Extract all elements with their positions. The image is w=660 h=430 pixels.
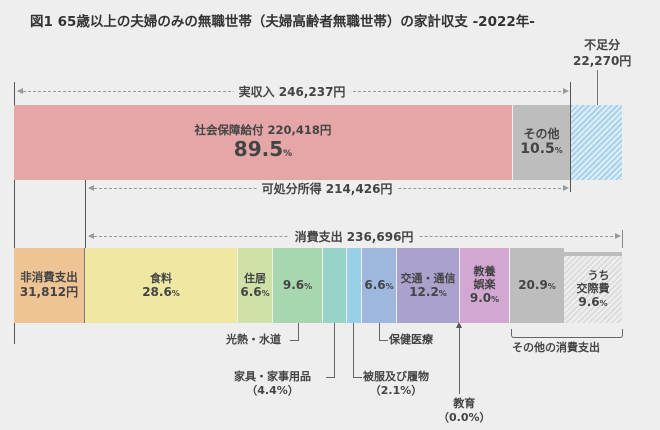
other-consumption-pct: 20.9 [518,278,548,293]
consumption-end-guide-line [622,230,623,248]
pct-unit: % [554,146,563,156]
transport-pct: 12.2 [409,284,439,299]
pct-unit: % [491,295,500,305]
deficit-amount: 22,270円 [573,53,632,68]
food-label: 食料 [150,271,172,285]
pct-unit: % [304,282,313,292]
clothing-pct: （2.1%） [369,384,423,398]
arrow-head-left [88,233,94,239]
education-label: 教育 [453,397,476,410]
utilities-annotation: 光熱・水道 [226,333,281,346]
segment-clothing [346,248,361,323]
segment-other-income: その他 10.5% [512,105,570,180]
food-pct: 28.6 [142,284,172,299]
arrow-head-left [88,185,94,191]
segment-non-consumption: 非消費支出 31,812円 [14,248,85,323]
other-income-label: その他 [523,126,560,141]
recreation-pct: 9.0 [469,291,492,306]
social-security-pct: 89.5 [233,137,284,162]
segment-housing: 住居 6.6% [237,248,272,323]
segment-social-security: 社会保障給付 220,418円 89.5% [14,105,512,180]
deficit-label: 不足分 22,270円 [573,38,631,69]
education-annotation: 教育 （0.0%） [438,397,491,426]
health-pct: 6.6 [364,278,386,293]
health-connector [379,323,388,341]
other-consumption-bracket [511,329,623,338]
housing-label: 住居 [244,271,266,285]
disposable-guide-line [85,180,86,248]
furniture-annotation: 家具・家事用品 （4.4%） [234,370,311,399]
clothing-annotation: 被服及び履物 （2.1%） [363,370,429,399]
left-guide-line [14,82,15,344]
education-arrow-head [456,322,462,328]
furniture-connector [326,323,335,378]
arrow-head-left [17,88,23,94]
social-security-label: 社会保障給付 220,418円 [194,122,332,137]
clothing-label: 被服及び履物 [363,370,429,383]
segment-utilities: 9.6% [272,248,322,323]
segment-transport: 交通・通信 12.2% [396,248,459,323]
furniture-label: 家具・家事用品 [234,370,311,383]
other-consumption-annotation: その他の消費支出 [512,341,600,354]
arrow-head-right [563,88,569,94]
segment-social-expenses: うち交際費 9.6% [564,252,622,323]
health-annotation: 保健医療 [389,333,433,346]
income-total-label: 実収入 246,237円 [233,83,351,100]
transport-label: 交通・通信 [400,271,456,285]
segment-other-consumption: 20.9% [509,248,564,323]
figure-title: 図1 65歳以上の夫婦のみの無職世帯（夫婦高齢者無職世帯）の家計収支 -2022… [30,14,535,30]
clothing-connector [353,323,362,378]
education-pct: （0.0%） [438,411,491,425]
segment-food: 食料 28.6% [85,248,237,323]
non-consumption-label: 非消費支出 [20,270,78,285]
pct-unit: % [599,299,608,309]
income-end-guide-line [570,82,571,192]
pct-unit: % [261,288,270,298]
segment-deficit [571,105,622,180]
consumption-total-label: 消費支出 236,696円 [289,228,419,245]
utilities-connector [290,323,299,341]
segment-furniture [322,248,346,323]
deficit-connector [597,70,598,122]
arrow-head-right [563,185,569,191]
pct-unit: % [171,288,180,298]
non-consumption-amount: 31,812円 [19,285,79,300]
social-expenses-pct: 9.6 [578,295,600,310]
pct-unit: % [547,282,556,292]
deficit-title: 不足分 [584,38,621,52]
furniture-pct: （4.4%） [246,384,299,398]
segment-health: 6.6% [361,248,396,323]
pct-unit: % [438,288,447,298]
recreation-label: 教養娯楽 [473,265,496,292]
disposable-income-label: 可処分所得 214,426円 [256,180,398,197]
housing-pct: 6.6 [240,284,262,299]
education-connector [459,326,460,394]
other-income-pct: 10.5 [520,141,555,158]
social-expenses-label: うち交際費 [576,269,610,296]
arrow-head-right [615,233,621,239]
pct-unit: % [283,149,293,160]
segment-recreation: 教養娯楽 9.0% [459,248,509,323]
utilities-pct: 9.6 [282,278,305,293]
pct-unit: % [385,282,394,292]
